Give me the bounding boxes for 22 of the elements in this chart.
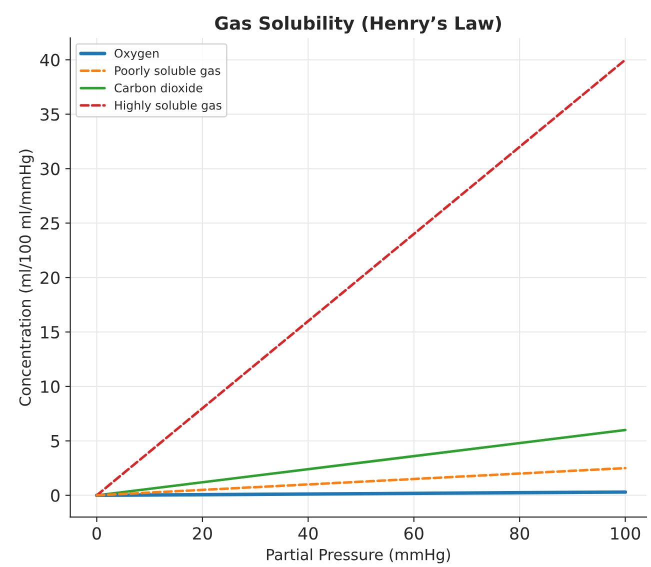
y-tick-label: 15	[41, 326, 60, 339]
y-tick-label: 0	[51, 489, 60, 502]
y-tick-label: 10	[41, 380, 60, 394]
x-tick-label: 80	[510, 527, 530, 540]
x-tick-label: 100	[611, 527, 640, 540]
y-axis-title: Concentration (ml/100 ml/mmHg)	[19, 150, 34, 406]
x-tick-label: 0	[92, 527, 101, 540]
y-tick-label: 35	[40, 108, 60, 121]
chart-title: Gas Solubility (Henry’s Law)	[215, 16, 501, 34]
legend-label: Carbon dioxide	[114, 83, 202, 92]
y-tick-label: 5	[51, 435, 60, 448]
x-tick-label: 40	[298, 527, 318, 540]
y-tick-label: 30	[40, 162, 60, 176]
x-tick-label: 20	[193, 527, 212, 540]
x-tick-label: 60	[404, 527, 424, 540]
y-tick-label: 40	[40, 54, 60, 66]
legend-label: Oxygen	[114, 48, 158, 60]
y-tick-label: 25	[40, 217, 60, 230]
legend-label: Highly soluble gas	[115, 100, 222, 112]
x-axis-title: Partial Pressure (mmHg)	[266, 548, 450, 564]
y-tick-label: 20	[40, 272, 60, 284]
legend-label: Poorly soluble gas	[115, 66, 220, 78]
